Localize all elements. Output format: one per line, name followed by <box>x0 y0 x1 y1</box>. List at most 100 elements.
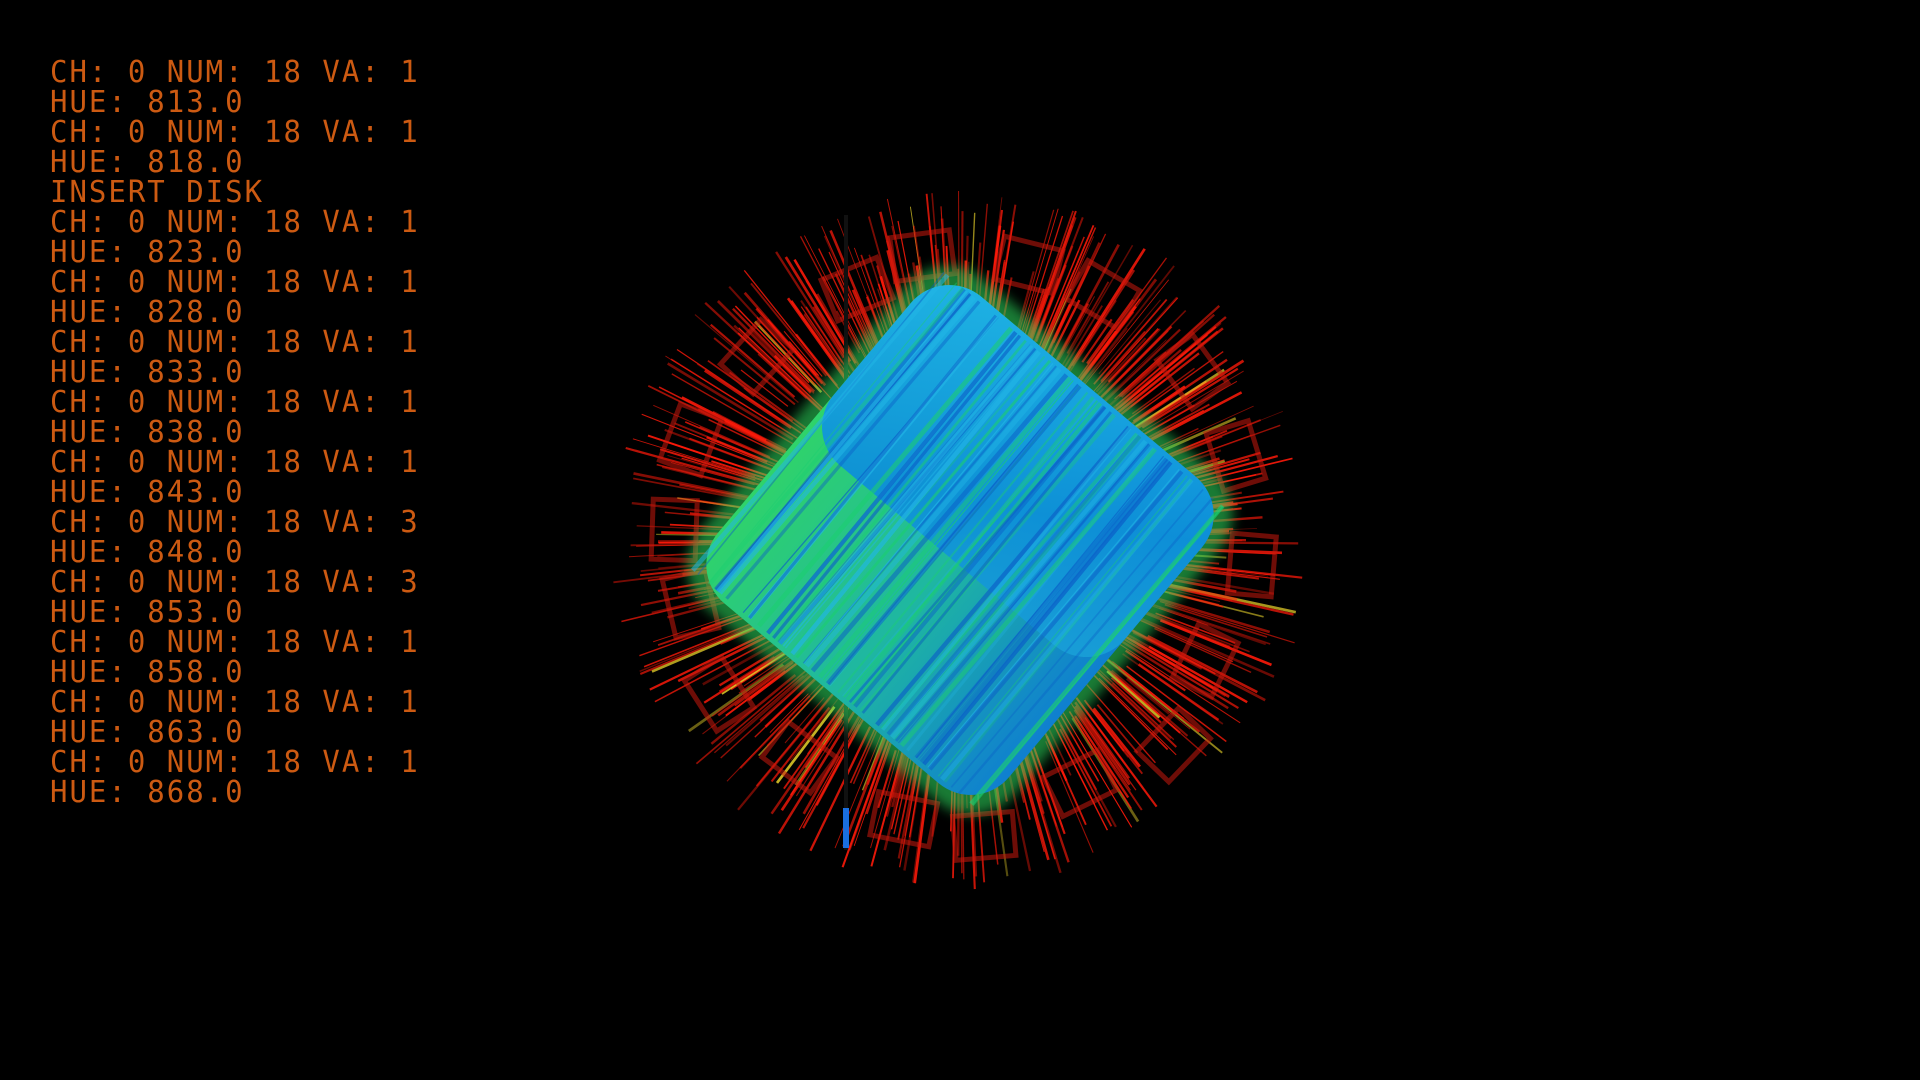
spike-line <box>681 457 756 481</box>
spike-line <box>737 688 838 811</box>
frame-square <box>716 316 797 398</box>
rotating-cylinder <box>687 266 1233 814</box>
cylinder-stripe <box>881 426 1132 731</box>
cylinder-top-face <box>822 285 1214 658</box>
spike-line <box>784 256 852 363</box>
spike-line <box>694 314 799 403</box>
log-line: CH: 0 NUM: 18 VA: 3 <box>50 503 420 540</box>
cylinder-stripe <box>922 461 1173 766</box>
log-line: CH: 0 NUM: 18 VA: 3 <box>50 563 420 600</box>
cylinder-stripe <box>718 295 976 595</box>
cylinder-stripe <box>804 367 1062 668</box>
spike-line <box>1122 653 1224 725</box>
spike-line <box>1130 379 1166 408</box>
spike-line <box>803 313 842 367</box>
spike-line <box>1117 634 1239 710</box>
spike-line <box>734 305 810 384</box>
log-line: HUE: 828.0 <box>50 293 245 330</box>
spike-line <box>1079 279 1170 391</box>
cylinder-stripe <box>950 488 1204 788</box>
spike-line <box>1074 701 1131 779</box>
cylinder-stripe <box>725 300 981 600</box>
cylinder-stripe <box>777 344 1031 643</box>
spike-line <box>1107 328 1160 383</box>
cylinder-stripe <box>897 443 1150 744</box>
frame-square <box>680 653 758 735</box>
log-line: HUE: 853.0 <box>50 593 245 630</box>
cylinder-stripe <box>790 350 1042 656</box>
spike-line <box>757 353 807 400</box>
spike-line <box>1035 217 1084 339</box>
cylinder-stripe <box>822 380 1074 681</box>
spike-line <box>1098 299 1161 375</box>
spike-line <box>1092 707 1141 768</box>
log-line: HUE: 818.0 <box>50 143 245 180</box>
log-line: HUE: 823.0 <box>50 233 245 270</box>
spike-line <box>1100 653 1223 754</box>
log-line: CH: 0 NUM: 18 VA: 1 <box>50 443 420 480</box>
cylinder-stripe <box>818 376 1072 679</box>
log-line: CH: 0 NUM: 18 VA: 1 <box>50 683 420 720</box>
cylinder-stripe <box>842 398 1097 698</box>
frame-square <box>1062 257 1144 333</box>
frame-square <box>817 254 897 325</box>
cylinder-stripe <box>943 478 1193 783</box>
spike-line <box>670 461 755 486</box>
spike-line <box>799 235 861 350</box>
spike-line <box>1059 724 1117 828</box>
cylinder-stripe <box>928 469 1184 771</box>
spike-line <box>1115 327 1224 416</box>
cylinder-stripe <box>957 496 1214 795</box>
spike-line <box>800 300 843 364</box>
log-line: CH: 0 NUM: 18 VA: 1 <box>50 53 420 90</box>
log-line: HUE: 813.0 <box>50 83 245 120</box>
spike-line <box>667 362 794 441</box>
spike-line <box>740 369 789 407</box>
frame-square <box>1133 704 1214 786</box>
log-overlay: CH: 0 NUM: 18 VA: 1 HUE: 813.0 CH: 0 NUM… <box>50 56 418 816</box>
log-line: HUE: 848.0 <box>50 533 245 570</box>
cylinder-stripe <box>853 405 1107 708</box>
spike-line <box>664 428 772 471</box>
spike-line <box>676 349 802 434</box>
spike-line <box>1110 676 1162 724</box>
spike-line <box>728 285 817 382</box>
spike-line <box>1110 669 1189 737</box>
cylinder-stripe <box>940 478 1194 782</box>
spike-line <box>784 697 825 744</box>
cylinder-stripe <box>886 434 1142 736</box>
spike-line <box>671 373 798 447</box>
spike-line <box>1085 701 1129 758</box>
spike-line <box>1066 281 1110 354</box>
spike-line <box>732 307 816 393</box>
spike-line <box>704 301 829 418</box>
spike-line <box>809 726 872 852</box>
log-line-insert-disk: INSERT DISK <box>50 173 265 210</box>
spike-line <box>1045 741 1094 853</box>
cylinder-stripe <box>826 384 1082 686</box>
spike-line <box>713 337 796 406</box>
log-line: HUE: 868.0 <box>50 773 245 810</box>
cylinder-stripe <box>775 339 1027 642</box>
cylinder-stripes <box>691 271 1225 807</box>
spike-line <box>1098 677 1177 756</box>
spike-line <box>1095 669 1177 748</box>
spike-line <box>1137 663 1220 722</box>
red-frame-ring <box>648 227 1279 863</box>
cylinder-stripe <box>766 330 1018 635</box>
spike-line <box>1074 705 1131 786</box>
spike-line <box>1081 705 1124 762</box>
spike-line <box>775 705 836 784</box>
spike-line <box>1147 634 1258 694</box>
cylinder-stripe <box>707 282 958 584</box>
cylinder-stripe <box>914 457 1168 759</box>
cylinder-stripe <box>837 391 1089 693</box>
spike-line <box>794 712 845 786</box>
log-line: HUE: 838.0 <box>50 413 245 450</box>
cylinder-stripe <box>747 315 1000 620</box>
cylinder-stripe <box>875 425 1131 727</box>
cylinder-stripe <box>899 447 1157 748</box>
spike-line <box>769 693 809 733</box>
spike-line <box>1131 367 1195 415</box>
spike-line <box>1126 665 1227 743</box>
